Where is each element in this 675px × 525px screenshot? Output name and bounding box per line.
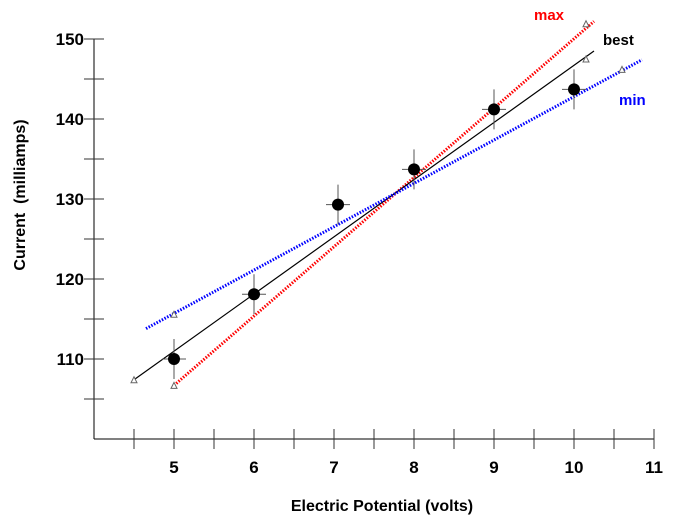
min-marker xyxy=(618,65,626,73)
x-axis-title: Electric Potential (volts) xyxy=(291,498,473,515)
max-line xyxy=(173,20,595,387)
best-marker xyxy=(130,375,138,384)
x-tick-label: 8 xyxy=(409,458,418,477)
x-tick-label: 7 xyxy=(329,458,338,477)
max-label: max xyxy=(534,7,565,24)
fit-lines xyxy=(130,19,643,389)
y-tick-label: 130 xyxy=(56,190,84,209)
y-tick-label: 110 xyxy=(57,350,84,369)
x-tick-label: 6 xyxy=(249,458,258,477)
min-label: min xyxy=(619,92,646,109)
best-marker xyxy=(582,54,590,63)
data-point xyxy=(248,288,260,301)
y-tick-label: 140 xyxy=(56,110,84,129)
x-tick-label: 5 xyxy=(169,458,178,477)
y-axis-title: Current (milliamps) xyxy=(12,119,29,270)
min-line xyxy=(145,58,643,330)
best-line xyxy=(133,50,595,381)
y-tick-label: 120 xyxy=(56,270,84,289)
data-point xyxy=(488,103,500,116)
axes: 5 6 7 8 9 10 11 110 120 130 140 150 xyxy=(56,30,663,477)
data-points xyxy=(162,69,586,379)
data-point xyxy=(408,163,420,176)
x-tick-label: 9 xyxy=(489,458,498,477)
y-tick-label: 150 xyxy=(56,30,84,49)
max-marker xyxy=(582,19,590,28)
x-tick-label: 10 xyxy=(565,458,584,477)
data-point xyxy=(568,83,580,96)
max-marker xyxy=(170,381,178,389)
best-label: best xyxy=(603,32,634,49)
x-tick-label: 11 xyxy=(645,458,663,477)
data-point xyxy=(332,198,344,211)
data-point xyxy=(168,353,180,365)
min-marker xyxy=(170,310,178,318)
